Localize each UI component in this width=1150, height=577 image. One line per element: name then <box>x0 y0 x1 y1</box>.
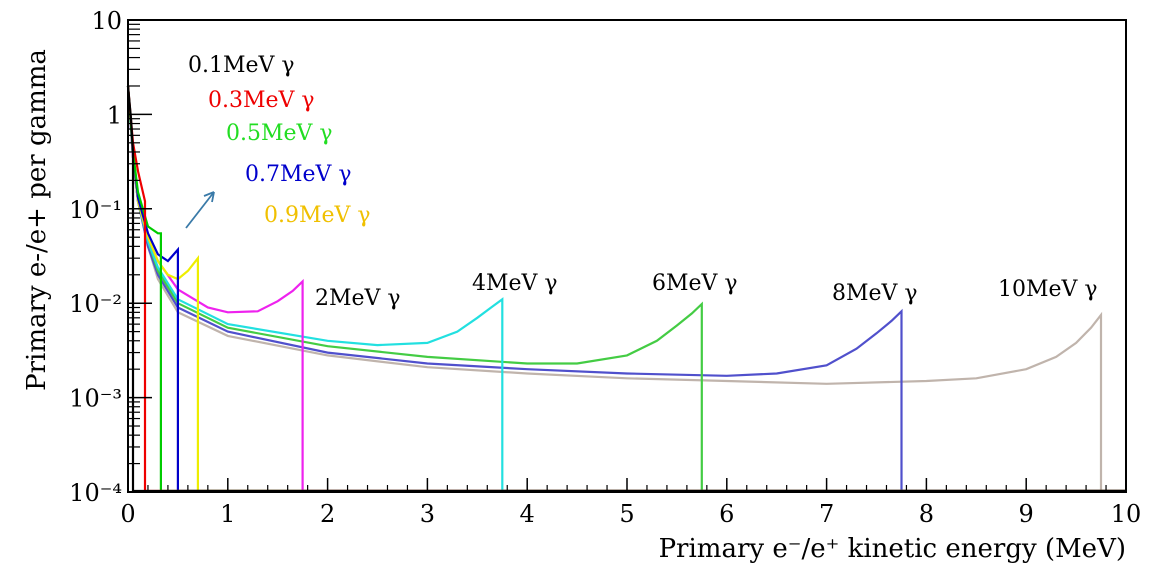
series-label: 0.3MeV γ <box>208 88 315 113</box>
series-line-3 <box>126 85 1126 493</box>
series-label: 10MeV γ <box>998 277 1098 302</box>
x-tick-label: 0 <box>120 500 135 528</box>
series-line-6 <box>126 85 1126 493</box>
x-tick-label: 2 <box>320 500 335 528</box>
y-tick-label: 10⁻³ <box>69 385 122 413</box>
tick-layer: 0 1 2 3 4 5 6 7 8 9 10 10 1 10⁻¹ 10⁻² 10⁻³ 10⁻⁴ <box>69 7 1141 528</box>
series-label: 0.1MeV γ <box>188 53 295 78</box>
x-tick-label: 10 <box>1111 500 1142 528</box>
arrowhead-icon <box>203 191 215 203</box>
x-tick-label: 6 <box>719 500 734 528</box>
x-tick-label: 5 <box>619 500 634 528</box>
series-label: 8MeV γ <box>832 281 918 306</box>
series-line-4 <box>126 85 1126 493</box>
series-line-1 <box>126 85 1126 493</box>
x-tick-label: 8 <box>919 500 934 528</box>
series-layer <box>126 85 1126 493</box>
series-label: 0.5MeV γ <box>226 121 333 146</box>
y-tick-label: 10⁻² <box>69 290 122 318</box>
series-line-2 <box>126 85 1126 493</box>
arrow-icon <box>185 191 215 229</box>
series-label: 0.7MeV γ <box>245 162 352 187</box>
series-label: 2MeV γ <box>315 286 401 311</box>
x-tick-label: 9 <box>1019 500 1034 528</box>
series-line-0 <box>126 85 1126 493</box>
series-line-7 <box>126 85 1126 493</box>
x-tick-label: 3 <box>420 500 435 528</box>
y-tick-label: 10 <box>91 7 122 35</box>
series-label: 6MeV γ <box>652 271 738 296</box>
series-line-5 <box>126 85 1126 493</box>
x-tick-label: 1 <box>220 500 235 528</box>
series-line-8 <box>126 85 1126 493</box>
y-axis-title: Primary e-/e+ per gamma <box>22 49 52 391</box>
x-tick-label: 7 <box>819 500 834 528</box>
y-tick-label: 1 <box>107 101 122 129</box>
x-tick-label: 4 <box>520 500 535 528</box>
series-label: 4MeV γ <box>472 271 558 296</box>
x-axis-title: Primary e⁻/e⁺ kinetic energy (MeV) <box>659 534 1126 564</box>
series-label: 0.9MeV γ <box>264 203 371 228</box>
annotation-layer: 0.1MeV γ 0.3MeV γ 0.5MeV γ 0.7MeV γ 0.9MeV γ… <box>185 53 1098 311</box>
series-line-9 <box>126 85 1126 493</box>
y-tick-label: 10⁻⁴ <box>69 479 122 507</box>
y-tick-label: 10⁻¹ <box>69 196 122 224</box>
